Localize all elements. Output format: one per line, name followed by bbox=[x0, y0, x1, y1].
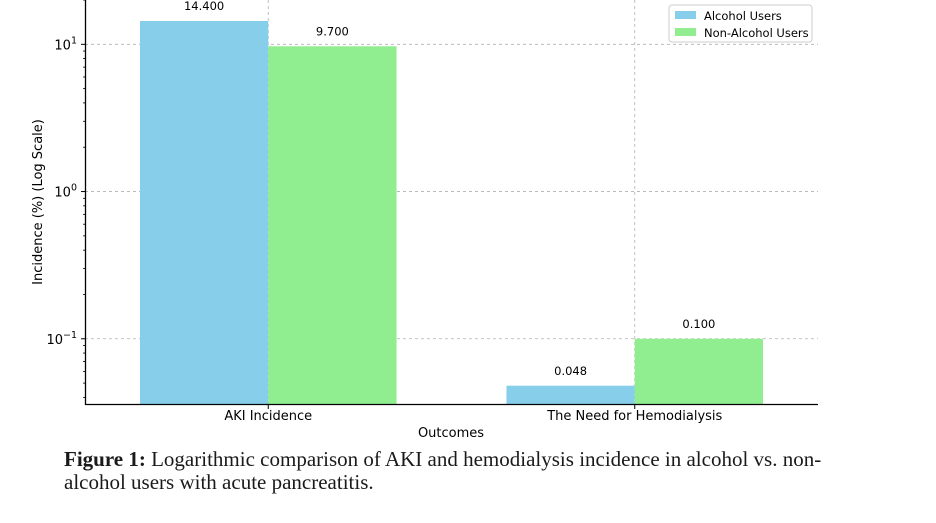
bars bbox=[139, 21, 764, 405]
bar-value-label: 0.048 bbox=[554, 364, 587, 378]
x-axis-label: Outcomes bbox=[418, 426, 484, 441]
bar-value-labels: 14.400 0.048 9.700 0.100 bbox=[184, 0, 715, 378]
y-tick-label: 10−1 bbox=[46, 330, 77, 348]
x-tick-label: AKI Incidence bbox=[224, 409, 312, 424]
bar-value-label: 9.700 bbox=[316, 24, 349, 38]
bar-value-label: 14.400 bbox=[184, 0, 224, 13]
legend-box bbox=[668, 4, 813, 43]
bar-chart: 14.400 0.048 9.700 0.100 AKI Incidence The N… bbox=[31, 0, 818, 441]
y-tick-label: 100 bbox=[54, 183, 77, 201]
bar bbox=[139, 21, 269, 405]
bar bbox=[506, 385, 635, 405]
bar bbox=[268, 46, 397, 405]
caption-label: Figure 1: bbox=[64, 447, 146, 471]
x-tick-label: The Need for Hemodialysis bbox=[546, 409, 722, 424]
figure-caption: Figure 1: Logarithmic comparison of AKI … bbox=[64, 448, 879, 494]
bar bbox=[634, 338, 764, 405]
caption-text: Logarithmic comparison of AKI and hemodi… bbox=[64, 447, 822, 494]
legend-label: Alcohol Users bbox=[704, 9, 782, 23]
axes bbox=[84, 0, 818, 406]
legend: Alcohol Users Non-Alcohol Users bbox=[668, 4, 813, 43]
y-tick-label: 101 bbox=[54, 35, 77, 53]
bar-value-label: 0.100 bbox=[682, 317, 715, 331]
x-ticks: AKI Incidence The Need for Hemodialysis bbox=[224, 405, 723, 424]
legend-swatch bbox=[675, 28, 696, 36]
y-axis-label: Incidence (%) (Log Scale) bbox=[31, 119, 46, 285]
legend-swatch bbox=[675, 11, 696, 19]
y-ticks: 10−1 100 101 bbox=[46, 0, 85, 398]
legend-label: Non-Alcohol Users bbox=[704, 26, 809, 40]
